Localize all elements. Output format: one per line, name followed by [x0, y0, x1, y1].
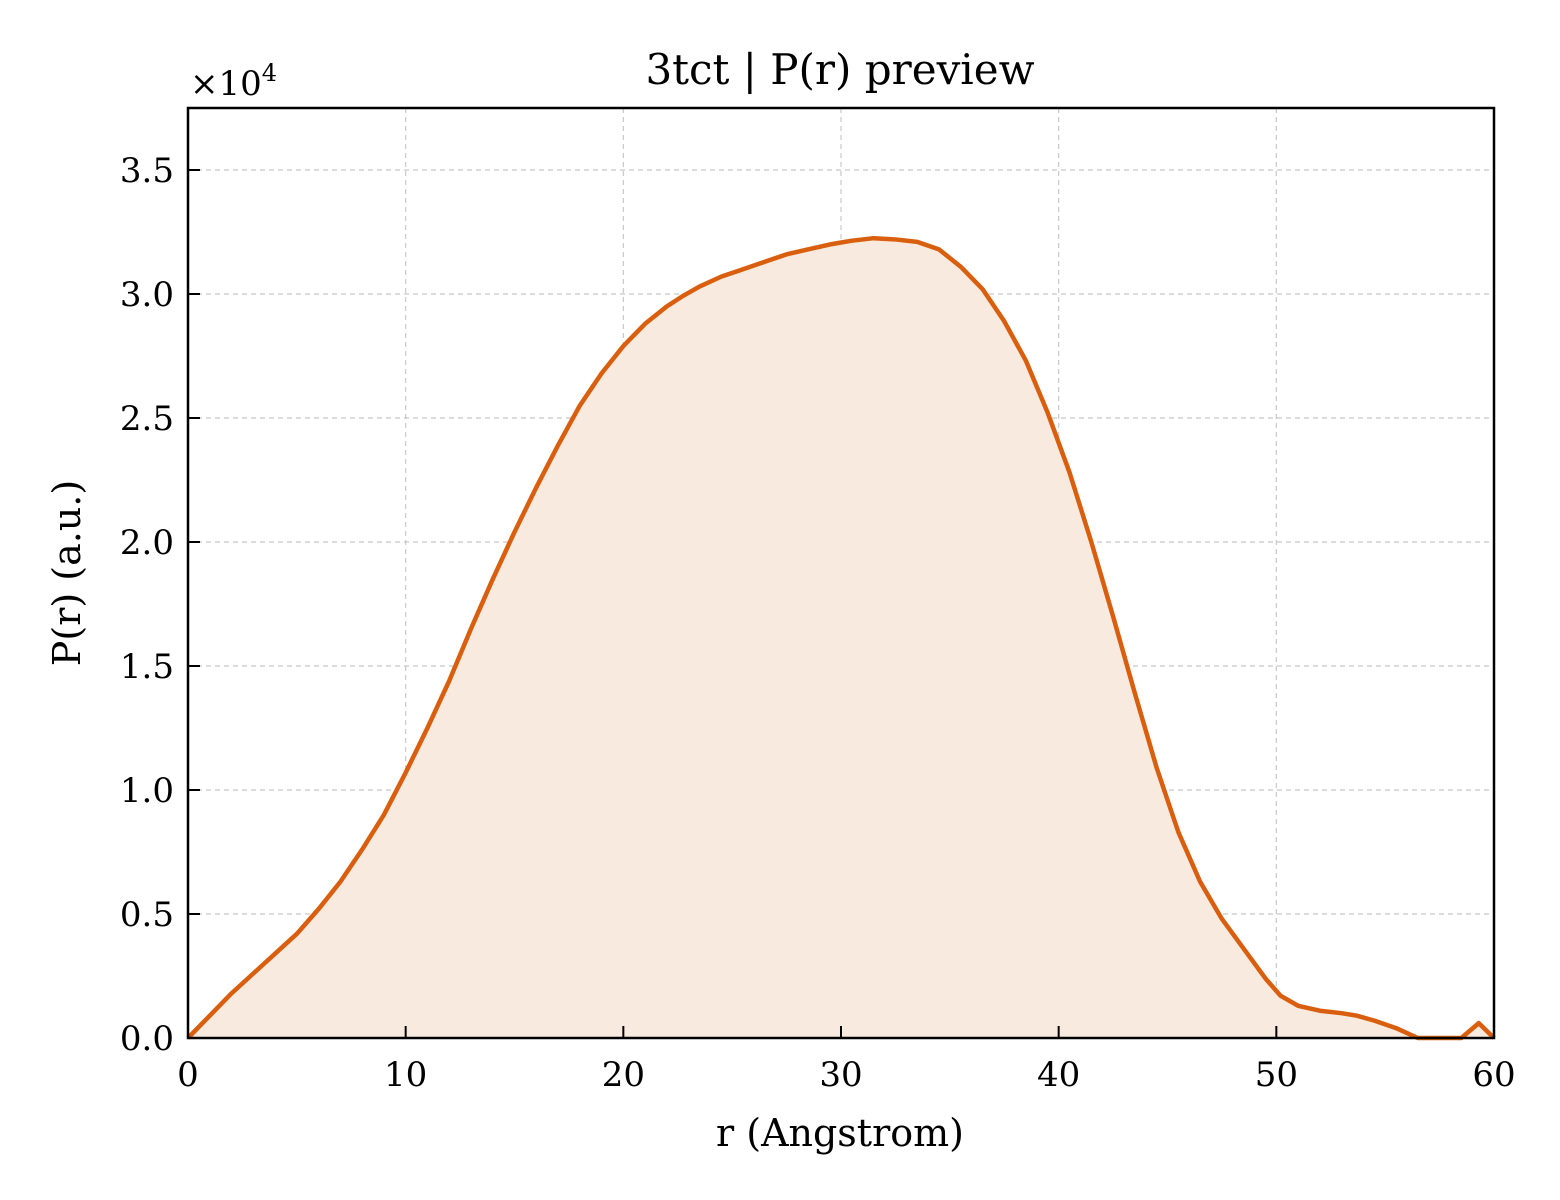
y-tick-label: 2.5 [120, 399, 174, 439]
x-tick-label: 30 [819, 1055, 862, 1095]
x-tick-label: 50 [1255, 1055, 1298, 1095]
x-tick-label: 10 [384, 1055, 427, 1095]
y-offset-text: ×104 [190, 59, 277, 104]
x-tick-label: 0 [177, 1055, 199, 1095]
tick-layer: 0 10 20 30 40 50 60 0.0 0.5 1.0 1.5 2.0 2.5 3.0 3.5 [120, 151, 1516, 1095]
y-tick-label: 3.5 [120, 151, 174, 191]
y-tick-label: 0.0 [120, 1019, 174, 1059]
chart-title: 3tct | P(r) preview [645, 45, 1034, 94]
x-tick-label: 20 [602, 1055, 645, 1095]
y-tick-label: 1.0 [120, 771, 174, 811]
y-tick-label: 1.5 [120, 647, 174, 687]
series-line [186, 235, 1496, 1041]
y-offset-base: ×10 [190, 64, 262, 104]
y-tick-label: 2.0 [120, 523, 174, 563]
x-tick-label: 40 [1037, 1055, 1080, 1095]
y-tick-label: 3.0 [120, 275, 174, 315]
x-tick-label: 60 [1472, 1055, 1515, 1095]
y-offset-exponent: 4 [262, 59, 277, 87]
area-fill [188, 238, 1494, 1038]
x-axis-label: r (Angstrom) [716, 1111, 964, 1155]
y-tick-label: 0.5 [120, 895, 174, 935]
y-axis-label: P(r) (a.u.) [45, 480, 89, 666]
